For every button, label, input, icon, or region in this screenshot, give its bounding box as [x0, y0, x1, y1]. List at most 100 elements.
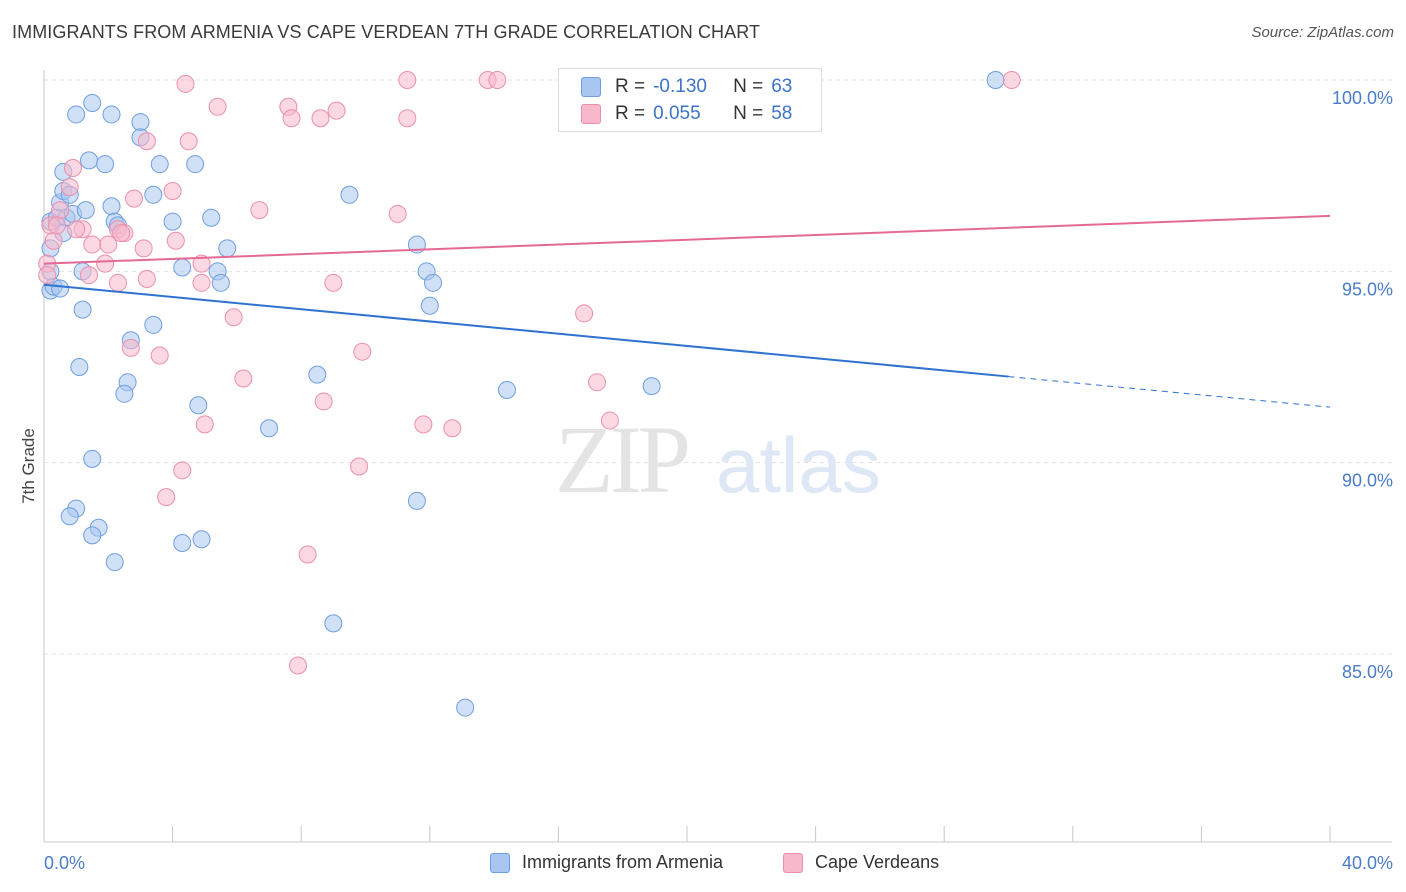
legend-swatch-armenia — [490, 852, 510, 873]
point-armenia-53 — [424, 273, 443, 292]
stats-legend: R = -0.130 N = 63 R = 0.055 N = 58 — [558, 68, 822, 132]
point-armenia-29 — [218, 239, 237, 258]
point-armenia-40 — [189, 396, 208, 415]
point-capeverde-15 — [179, 132, 198, 151]
point-capeverde-30 — [96, 254, 115, 273]
r-label: R = — [615, 76, 646, 97]
point-armenia-18 — [80, 151, 99, 170]
point-armenia-61 — [986, 71, 1005, 89]
point-capeverde-34 — [192, 273, 211, 292]
point-armenia-15 — [83, 93, 102, 112]
point-capeverde-23 — [398, 71, 417, 89]
point-capeverde-49 — [350, 457, 369, 476]
point-capeverde-32 — [137, 269, 156, 288]
point-armenia-35 — [144, 315, 163, 334]
point-capeverde-31 — [108, 273, 127, 292]
chart-title: IMMIGRANTS FROM ARMENIA VS CAPE VERDEAN … — [12, 22, 761, 42]
legend-swatch-capeverde — [783, 852, 803, 873]
r-value-armenia: -0.130 — [653, 76, 707, 97]
y-tick-label-2: 95.0% — [1342, 279, 1393, 299]
point-capeverde-4 — [63, 159, 82, 178]
point-capeverde-48 — [173, 461, 192, 480]
y-tick-label-3: 100.0% — [1332, 88, 1393, 108]
point-capeverde-37 — [575, 304, 594, 323]
r-label: R = — [615, 103, 646, 124]
legend-label-armenia: Immigrants from Armenia — [522, 852, 724, 872]
y-tick-label-0: 85.0% — [1342, 662, 1393, 682]
point-armenia-34 — [211, 273, 230, 292]
point-armenia-23 — [102, 197, 121, 216]
legend-item-armenia[interactable]: Immigrants from Armenia — [490, 852, 723, 873]
point-capeverde-47 — [600, 411, 619, 430]
point-capeverde-50 — [157, 488, 176, 507]
point-armenia-49 — [105, 553, 124, 572]
point-capeverde-40 — [353, 342, 372, 361]
point-capeverde-51 — [298, 545, 317, 564]
tick-labels: 85.0% 90.0% 95.0% 100.0% 0.0% 40.0% — [44, 88, 1393, 873]
point-capeverde-46 — [443, 419, 462, 438]
points-layer — [38, 71, 1021, 717]
point-capeverde-20 — [311, 109, 330, 128]
series-legend: Immigrants from Armenia Cape Verdeans — [0, 852, 1406, 878]
y-tick-label-1: 90.0% — [1342, 471, 1393, 491]
point-armenia-26 — [144, 185, 163, 204]
point-capeverde-44 — [195, 415, 214, 434]
axes — [43, 70, 1392, 843]
point-armenia-27 — [163, 212, 182, 231]
point-armenia-55 — [308, 365, 327, 384]
legend-label-capeverde: Cape Verdeans — [815, 852, 940, 872]
stats-row-capeverde: R = 0.055 N = 58 — [581, 102, 793, 126]
point-armenia-44 — [60, 507, 79, 526]
point-armenia-22 — [186, 155, 205, 174]
source-label: Source: ZipAtlas.com — [1251, 24, 1394, 41]
x-tick-label-0: 0.0% — [44, 853, 85, 873]
point-capeverde-33 — [192, 254, 211, 273]
point-armenia-14 — [67, 105, 86, 124]
point-armenia-19 — [96, 155, 115, 174]
watermark-atlas: atlas — [716, 421, 881, 509]
point-capeverde-27 — [250, 201, 269, 220]
point-armenia-21 — [150, 155, 169, 174]
point-capeverde-3 — [60, 178, 79, 197]
n-value-capeverde: 58 — [771, 103, 793, 124]
point-armenia-13 — [76, 201, 95, 220]
point-armenia-16 — [102, 105, 121, 124]
point-armenia-58 — [407, 491, 426, 510]
point-capeverde-42 — [314, 392, 333, 411]
point-armenia-32 — [173, 258, 192, 277]
point-armenia-56 — [497, 380, 516, 399]
point-capeverde-29 — [80, 266, 99, 285]
point-capeverde-17 — [176, 74, 195, 93]
point-capeverde-26 — [1002, 71, 1021, 89]
point-armenia-57 — [642, 377, 661, 396]
point-capeverde-6 — [83, 235, 102, 254]
point-armenia-31 — [73, 300, 92, 319]
point-capeverde-41 — [234, 369, 253, 388]
point-armenia-42 — [83, 449, 102, 468]
point-armenia-28 — [202, 208, 221, 227]
point-armenia-41 — [260, 419, 279, 438]
x-tick-label-1: 40.0% — [1342, 853, 1393, 873]
point-armenia-60 — [456, 698, 475, 717]
armenia-swatch — [581, 77, 601, 97]
r-value-capeverde: 0.055 — [653, 103, 701, 124]
point-armenia-50 — [340, 185, 359, 204]
point-capeverde-39 — [150, 346, 169, 365]
watermark: ZIP atlas — [555, 406, 881, 513]
grid-lines — [44, 79, 1392, 655]
point-armenia-2 — [51, 279, 70, 298]
trend-line-armenia — [43, 283, 1009, 378]
point-capeverde-13 — [163, 181, 182, 200]
point-capeverde-52 — [288, 656, 307, 675]
point-capeverde-43 — [587, 373, 606, 392]
point-capeverde-54 — [67, 220, 86, 239]
legend-item-capeverde[interactable]: Cape Verdeans — [783, 852, 939, 873]
point-capeverde-7 — [99, 235, 118, 254]
y-axis-label: 7th Grade — [19, 428, 38, 504]
point-capeverde-12 — [166, 231, 185, 250]
point-capeverde-16 — [208, 97, 227, 116]
n-label: N = — [733, 76, 764, 97]
point-capeverde-35 — [324, 273, 343, 292]
point-capeverde-11 — [134, 239, 153, 258]
